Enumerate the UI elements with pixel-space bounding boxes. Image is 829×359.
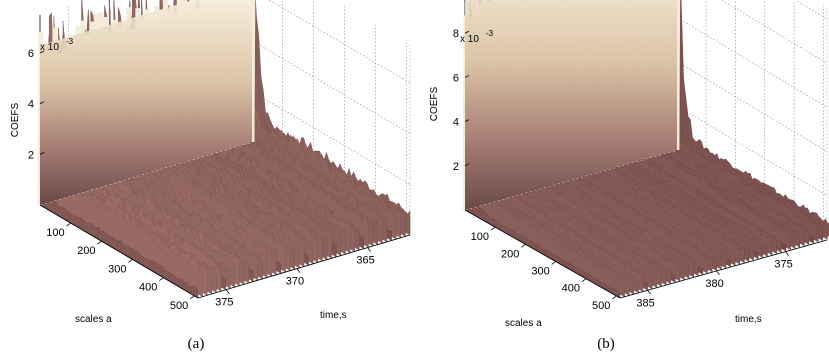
ridge-face: [465, 0, 677, 210]
ridge-spike: [674, 0, 681, 151]
z-tick: [464, 119, 470, 122]
x-tick-label: 500: [592, 300, 610, 312]
ridge-face: [40, 0, 252, 205]
y-tick-label: 385: [636, 297, 654, 309]
z-gridline: [464, 61, 828, 152]
z-tick-label: 6: [28, 48, 34, 60]
y-tick: [367, 247, 371, 252]
z-tick-label: 4: [453, 117, 459, 129]
z-gridline: [464, 0, 828, 64]
y-tick-label: 380: [705, 278, 723, 290]
x-tick-label: 300: [531, 265, 549, 277]
x-tick: [159, 277, 164, 281]
surface-strip: [39, 125, 199, 299]
y-tick: [716, 270, 720, 276]
y-tick: [785, 251, 789, 256]
exponent-label: x 10: [40, 42, 59, 53]
z-gridline: [464, 17, 828, 108]
x-tick-label: 100: [46, 227, 64, 239]
x-tick-label: 500: [170, 300, 188, 312]
z-axis-label: COEFS: [429, 86, 440, 121]
surface-strip: [464, 102, 621, 299]
surface-plot-b: 246810100200300400500385380375COEFSscale…: [415, 0, 829, 359]
y-tick: [296, 268, 301, 273]
surface: [39, 0, 411, 299]
x-tick: [521, 243, 526, 248]
y-tick-label: 375: [774, 259, 792, 271]
z-tick-label: 4: [28, 99, 34, 111]
z-tick: [39, 101, 45, 105]
x-tick: [97, 240, 102, 245]
y-axis-line: [197, 234, 411, 299]
y-tick-label: 375: [215, 297, 233, 309]
z-tick-label: 6: [453, 72, 459, 84]
exponent-power: -3: [66, 37, 74, 46]
ridge-spike: [249, 0, 256, 143]
z-tick: [464, 163, 470, 167]
z-tick-label: 8: [453, 28, 459, 40]
caption-a: (a): [187, 336, 205, 352]
z-gridline: [464, 105, 828, 197]
axes: 2 4 6 100 200 300 400 500 375 370 365: [28, 48, 411, 312]
x-axis-label: scales a: [75, 314, 112, 325]
y-axis-line: [619, 239, 828, 299]
x-tick-label: 200: [501, 248, 519, 260]
x-tick: [66, 222, 71, 227]
z-tick: [464, 30, 470, 34]
x-tick: [190, 295, 195, 300]
x-axis-line: [39, 204, 199, 299]
x-tick: [581, 278, 587, 283]
x-tick-label: 300: [108, 263, 126, 275]
y-axis-label: time,s: [735, 314, 762, 325]
x-tick-label: 100: [471, 231, 489, 243]
y-tick: [647, 290, 651, 295]
y-tick: [225, 289, 230, 294]
y-tick-label: 365: [356, 255, 374, 267]
caption-b: (b): [597, 336, 615, 352]
x-tick: [551, 261, 556, 265]
z-axis-label: COEFS: [10, 102, 21, 137]
x-tick: [612, 295, 617, 300]
z-tick: [39, 151, 45, 155]
exponent-label: x 10: [460, 34, 479, 45]
z-tick: [464, 75, 470, 78]
x-tick: [490, 226, 496, 231]
axes: 246810100200300400500385380375: [453, 28, 828, 312]
surface-ridge: [37, 0, 256, 206]
surface-ridge: [462, 0, 681, 211]
surface-plot-a-canvas: 2 4 6 100 200 300 400 500 375 370 365 COEFS scales a…: [10, 0, 411, 325]
x-axis-line: [464, 209, 621, 299]
y-tick-label: 370: [286, 276, 304, 288]
x-tick-label: 400: [562, 283, 580, 295]
x-tick: [128, 259, 133, 263]
x-tick-label: 400: [139, 282, 157, 294]
x-axis-label: scales a: [505, 318, 542, 329]
z-tick-label: 2: [28, 149, 34, 161]
x-tick-label: 200: [77, 245, 95, 257]
exponent-power: -3: [486, 29, 494, 38]
y-axis-label: time,s: [320, 310, 347, 321]
surface-plot-a: 2 4 6 100 200 300 400 500 375 370 365 COEFS scales a…: [0, 0, 414, 359]
z-tick: [39, 50, 45, 54]
surface: [464, 0, 829, 299]
z-tick-label: 2: [453, 161, 459, 173]
surface-plot-b-canvas: 246810100200300400500385380375COEFSscale…: [429, 0, 829, 329]
